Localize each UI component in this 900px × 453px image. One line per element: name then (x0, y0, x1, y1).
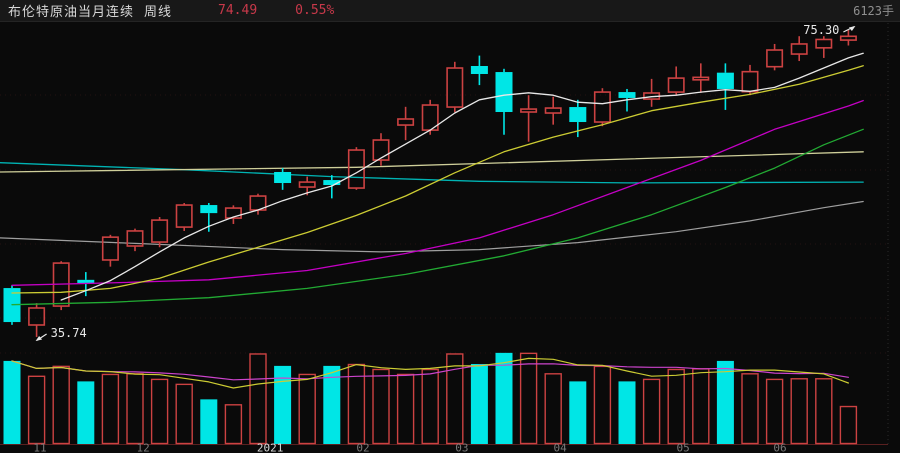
x-axis-month-label: 12 (136, 442, 149, 453)
x-axis-month-label: 03 (455, 442, 468, 453)
x-axis-layer: 11 12 2021 02 03 04 05 06 (33, 442, 786, 453)
grid-layer (0, 23, 889, 445)
high-price-label: 75.30 (803, 23, 839, 37)
chart-header: 布伦特原油当月连续 周线 74.49 0.55% 6123手 (0, 0, 900, 22)
low-price-label: 35.74 (51, 326, 87, 340)
volume-layer (3, 352, 858, 445)
x-axis-month-label: 2021 (257, 442, 284, 453)
x-axis-month-label: 05 (676, 442, 689, 453)
annotation-layer: 35.74 75.30 (35, 23, 856, 341)
candlestick-layer (3, 30, 857, 337)
x-axis-month-label: 06 (773, 442, 786, 453)
long-ma-layer (0, 151, 864, 253)
change-percent: 0.55% (295, 3, 335, 18)
current-volume-label: 6123手 (853, 4, 894, 18)
x-axis-month-label: 04 (553, 442, 567, 453)
period-label[interactable]: 周线 (144, 4, 173, 19)
fast-ma-layer (11, 52, 864, 306)
instrument-title: 布伦特原油当月连续 (8, 4, 135, 19)
x-axis-month-label: 11 (33, 442, 46, 453)
x-axis-month-label: 02 (356, 442, 369, 453)
volume-ma-layer (11, 357, 850, 389)
last-price: 74.49 (218, 3, 258, 18)
